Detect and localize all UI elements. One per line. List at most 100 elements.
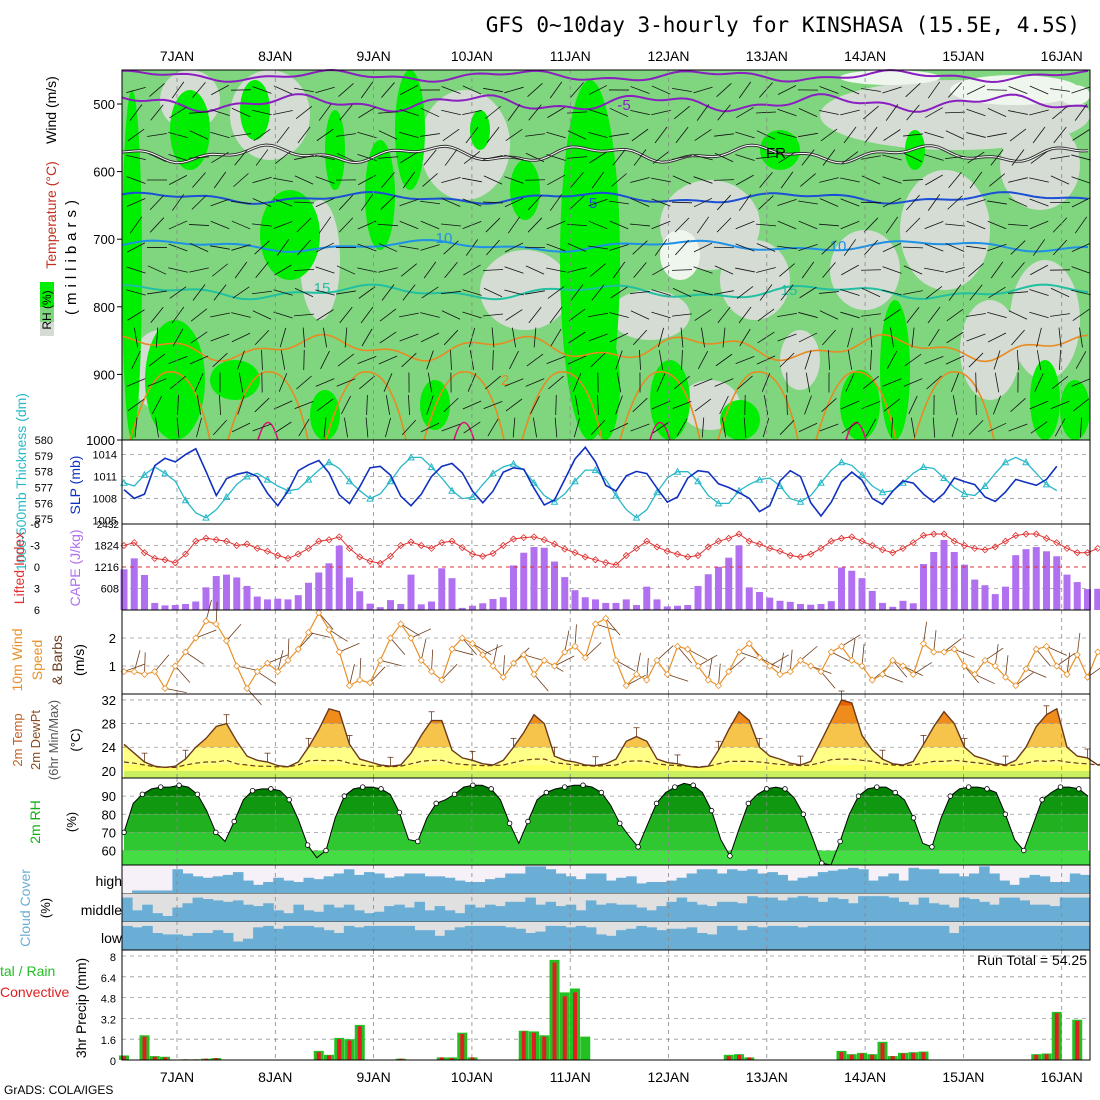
wind-barb [274, 150, 292, 165]
wind-barb [968, 420, 984, 435]
wind-barb [210, 198, 230, 207]
rh-marker [800, 811, 807, 817]
wind-barb [399, 312, 419, 318]
wind-barb [339, 642, 360, 653]
li-marker [632, 544, 641, 552]
wind-marker [417, 656, 425, 664]
contour-label: FR [766, 145, 786, 162]
wind-barb [819, 223, 839, 227]
wind-barb [864, 126, 878, 144]
cloud-cell [696, 933, 708, 950]
wind-barb [609, 244, 629, 251]
wind-barb [279, 327, 287, 348]
wind-barb [924, 220, 944, 230]
wind-barb [365, 417, 369, 438]
wind-barb [528, 104, 542, 121]
wind-barb [819, 86, 839, 94]
cloud-cell [747, 869, 758, 894]
wind-barb [756, 156, 776, 159]
thickness-marker [427, 462, 436, 470]
cloud-cover-panel [121, 864, 1091, 951]
wind-marker [796, 656, 805, 664]
cloud-cell [283, 880, 294, 894]
thickness-tick-label: 577 [35, 483, 53, 495]
wind-barb [697, 350, 709, 370]
wind-barb [735, 243, 755, 252]
wind-barb [502, 655, 505, 678]
cloud-cell [192, 933, 204, 950]
wind-barb [168, 243, 188, 252]
wind-barb [903, 378, 923, 387]
li-marker [684, 553, 692, 561]
cloud-cell [182, 873, 194, 894]
wind-barb [420, 422, 440, 433]
wind-barb [966, 245, 986, 250]
li-marker [919, 531, 928, 540]
wind-barb [336, 152, 356, 163]
wind-marker [858, 662, 866, 670]
wind-barb [505, 129, 523, 141]
wind-barb [851, 638, 856, 661]
wind-barb [147, 290, 167, 295]
wind-barb [966, 220, 986, 230]
thickness-tick-label: 580 [35, 435, 53, 447]
wind-barb [339, 104, 353, 121]
wind-barb [546, 243, 566, 252]
precip-convective-bar [911, 1052, 916, 1060]
wind-barb [1052, 217, 1068, 233]
cloud-cell [444, 930, 456, 950]
precip-convective-bar [1034, 1054, 1039, 1060]
cloud-cell [706, 869, 718, 894]
date-label: 13JAN [746, 1069, 788, 1085]
thickness-marker [571, 477, 579, 485]
precip-convective-bar [460, 1034, 465, 1060]
cloud-cell [606, 880, 617, 894]
cape-bar [479, 603, 487, 610]
wind-barb [632, 397, 648, 413]
wind-barb [861, 313, 881, 317]
wind-barb [1029, 311, 1049, 319]
thickness-marker [304, 475, 313, 483]
temp-contour-plus30 [845, 421, 867, 441]
cloud-cell [1049, 925, 1061, 950]
wind-barb [401, 263, 417, 277]
wind-barb [943, 638, 962, 653]
wind-ylabel-unit: (m/s) [71, 644, 87, 676]
wind-barb [986, 89, 1008, 91]
li-marker [212, 536, 220, 544]
wind-barb [1030, 151, 1048, 164]
wind-barb [759, 284, 773, 301]
cloud-cell [807, 876, 819, 894]
date-label: 9JAN [356, 48, 390, 64]
cloud-cell [232, 872, 244, 894]
wind-marker [263, 659, 272, 667]
wind-barb [717, 306, 731, 324]
wind-barb [546, 131, 566, 139]
wind-barb [654, 239, 668, 256]
wind-barb [147, 133, 167, 137]
wind-barb [1016, 349, 1020, 371]
wind-barb [547, 174, 565, 186]
rh-marker [635, 844, 641, 850]
cape-bar [1073, 582, 1081, 610]
wind-barb [564, 630, 570, 653]
wind-barb [504, 378, 524, 387]
wind-barb [344, 417, 348, 438]
wind-barb [402, 284, 416, 301]
wind-barb [843, 239, 857, 256]
wind-barb [945, 243, 965, 252]
wind-barb [482, 644, 503, 656]
wind-barb [798, 332, 818, 343]
wind-barb [148, 353, 166, 367]
cloud-cell [424, 930, 436, 950]
wind-marker [509, 659, 518, 667]
wind-barb [693, 378, 713, 387]
wind-barb [509, 350, 519, 370]
cape-bar [602, 602, 610, 610]
li-marker [735, 530, 743, 538]
wind-barb [254, 240, 270, 255]
wind-marker [1063, 670, 1071, 678]
cloud-cell [303, 910, 315, 922]
wind-barb [231, 332, 251, 343]
cape-bar [612, 602, 620, 610]
